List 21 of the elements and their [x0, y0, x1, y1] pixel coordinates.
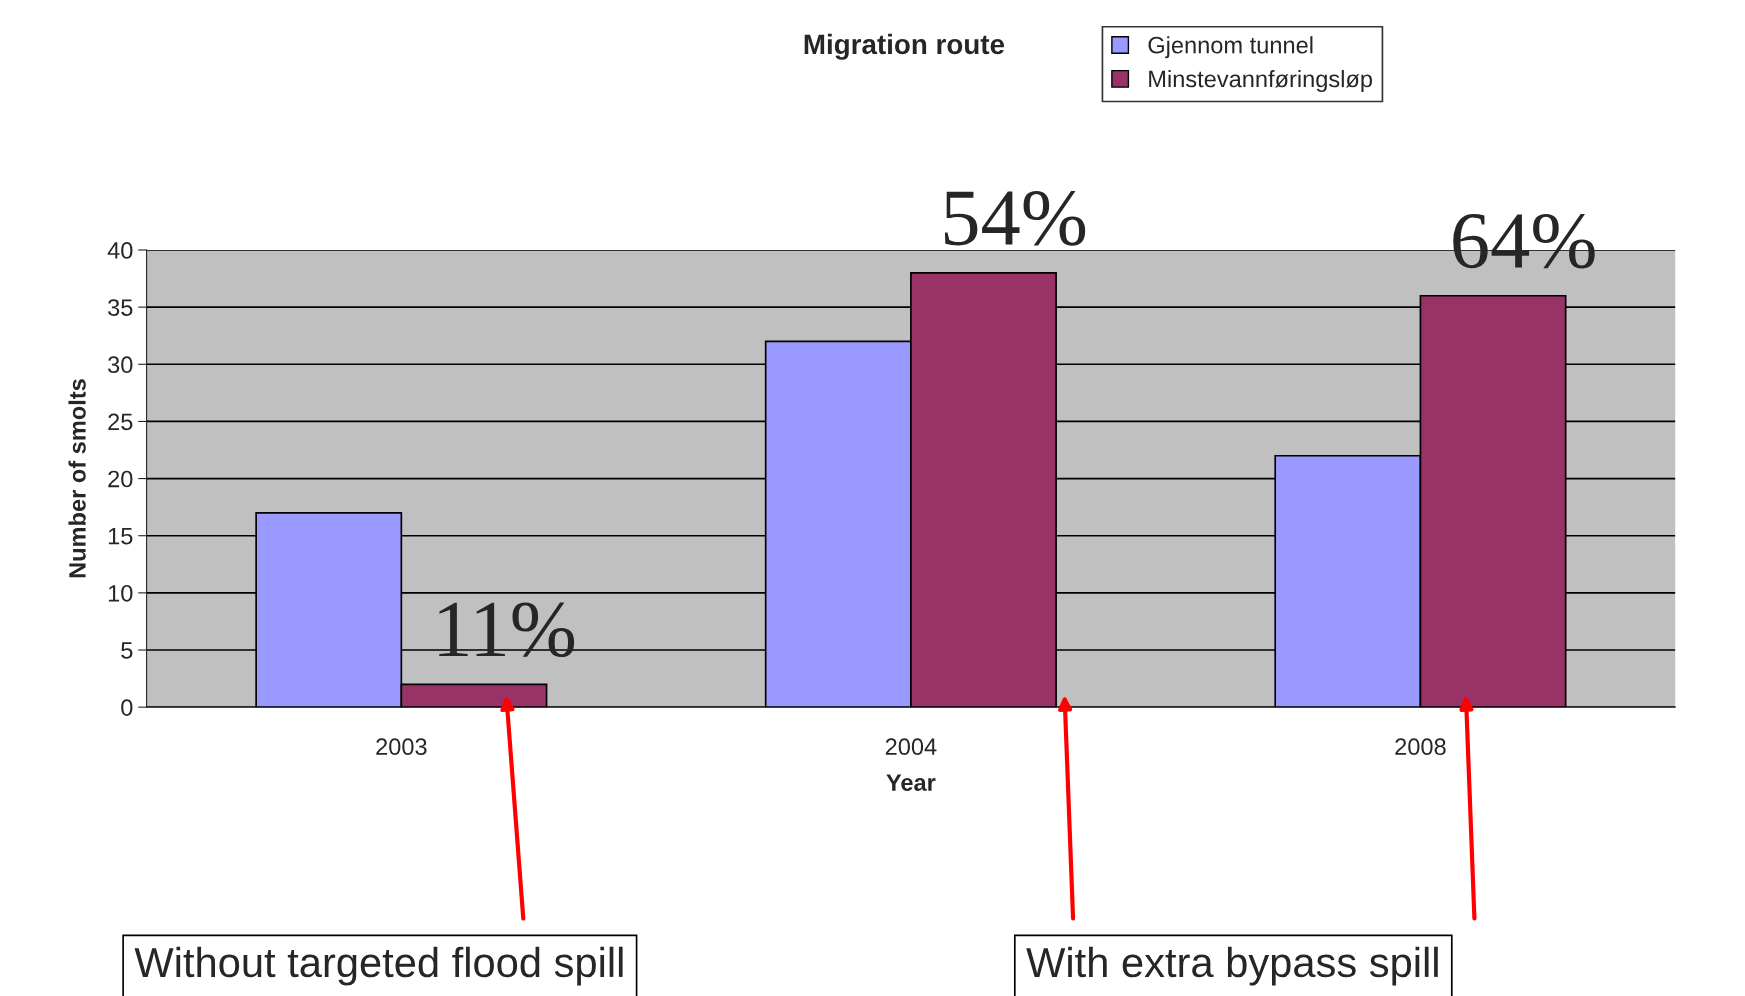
text: Without targeted flood spill — [134, 946, 623, 986]
annotation: 11% — [439, 602, 575, 658]
chart-title: Migration route — [804, 33, 1005, 60]
y-tick-label: 25 — [108, 413, 133, 431]
text: With extra bypass spill — [1026, 946, 1438, 986]
x-tick-label: 2004 — [885, 738, 937, 756]
x-axis-title: Year — [886, 774, 936, 791]
y-axis-title: Number of smolts — [68, 379, 86, 578]
y-tick-label: 10 — [108, 584, 133, 602]
x-tick-label: 2003 — [376, 738, 427, 756]
annotation: 54% — [944, 191, 1086, 246]
y-tick-label: 35 — [108, 299, 133, 316]
legend-label: Minstevannføringsløp — [1149, 70, 1372, 93]
y-tick-label: 40 — [107, 242, 133, 259]
y-tick-label: 20 — [108, 470, 133, 488]
y-tick-label: 5 — [121, 642, 133, 659]
y-tick-label: 15 — [108, 528, 133, 545]
y-tick-label: 0 — [121, 699, 133, 716]
y-tick-label: 30 — [108, 356, 133, 374]
x-tick-label: 2008 — [1395, 738, 1446, 756]
legend-label: Gjennom tunnel — [1148, 36, 1313, 59]
